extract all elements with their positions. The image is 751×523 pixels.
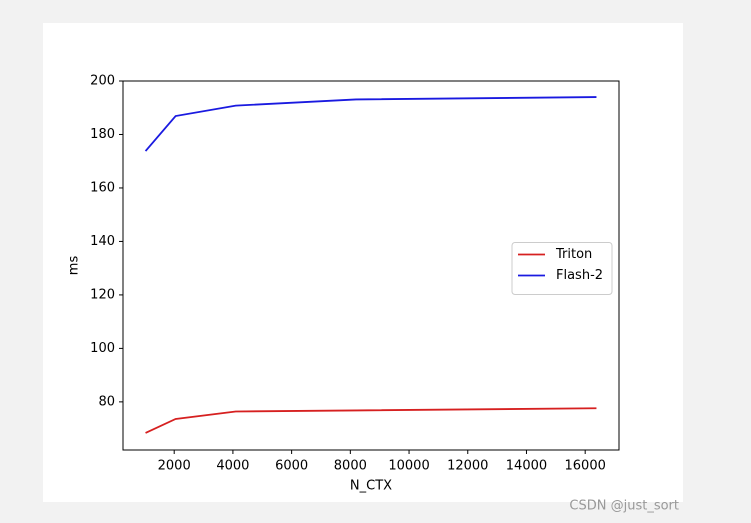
x-tick-label: 8000 [334,459,367,474]
x-tick-label: 2000 [158,459,191,474]
y-tick-label: 80 [98,394,115,409]
series-line [145,407,597,434]
plot-frame [122,80,620,451]
watermark: CSDN @just_sort [569,499,679,514]
x-tick-label: 10000 [388,459,429,474]
legend-label: Flash-2 [556,268,603,283]
y-tick-label: 120 [90,287,115,302]
legend-box [511,242,613,295]
legend-label: Triton [555,247,592,262]
x-tick-label: 14000 [506,459,547,474]
y-tick-label: 160 [90,180,115,195]
x-tick-label: 6000 [275,459,308,474]
x-tick-label: 16000 [565,459,606,474]
y-tick-label: 140 [90,234,115,249]
x-tick-label: 4000 [216,459,249,474]
series-line [144,96,597,152]
y-axis-label: ms [67,256,82,276]
x-axis-label: N_CTX [350,479,392,494]
y-tick-label: 100 [90,341,115,356]
x-tick-label: 12000 [447,459,488,474]
y-tick-label: 180 [90,127,115,142]
y-tick-label: 200 [90,74,115,89]
